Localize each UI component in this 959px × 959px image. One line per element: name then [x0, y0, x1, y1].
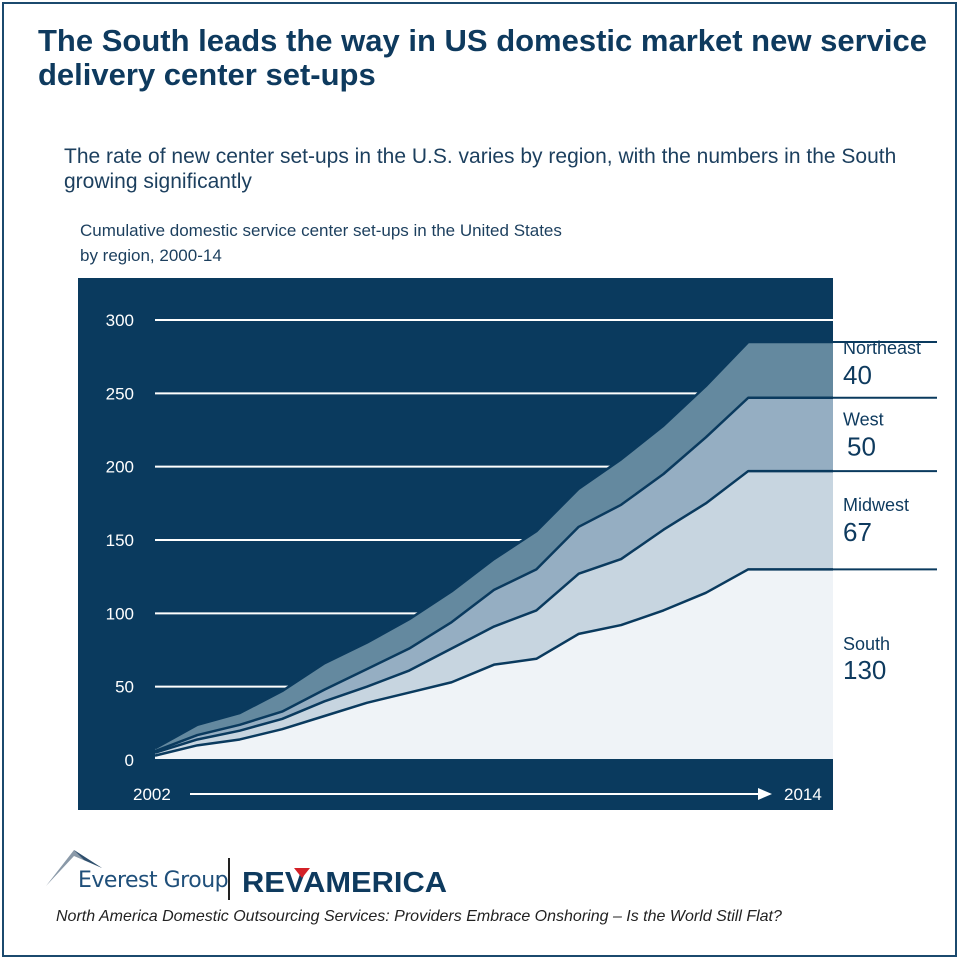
revamerica-logo: REVAMERICA	[242, 867, 447, 898]
y-tick-label-250: 250	[106, 384, 134, 403]
line-south	[154, 568, 833, 757]
time-arrow-head-icon	[758, 788, 772, 800]
revamerica-red-chevron-icon	[294, 868, 310, 878]
region-name-south: South	[843, 634, 890, 654]
x-start-label: 2002	[133, 785, 171, 804]
time-axis: 2002 2014	[133, 785, 822, 804]
region-value-midwest: 67	[843, 517, 872, 547]
x-end-label: 2014	[784, 785, 822, 804]
logo-bar: Everest Group REVAMERICA	[44, 848, 464, 900]
figure-subtitle: The rate of new center set-ups in the U.…	[64, 145, 897, 193]
everest-group-logo: Everest Group	[44, 848, 229, 900]
region-value-west: 50	[847, 432, 876, 462]
line-midwest	[154, 469, 833, 754]
y-tick-label-300: 300	[106, 311, 134, 330]
stacked-areas	[155, 342, 833, 760]
area-midwest	[155, 471, 833, 756]
region-name-northeast: Northeast	[843, 338, 921, 358]
area-west	[155, 397, 833, 753]
region-name-midwest: Midwest	[843, 495, 909, 515]
line-west	[154, 396, 833, 753]
region-value-south: 130	[843, 655, 886, 685]
y-tick-label-200: 200	[106, 458, 134, 477]
area-south	[155, 569, 833, 760]
line-northeast	[154, 340, 833, 750]
y-tick-label-150: 150	[106, 531, 134, 550]
region-name-west: West	[843, 410, 884, 430]
logo-divider	[228, 858, 230, 900]
region-value-northeast: 40	[843, 360, 872, 390]
source-note: North America Domestic Outsourcing Servi…	[56, 908, 782, 925]
revamerica-wordmark: REVAMERICA	[242, 867, 447, 898]
y-axis-ticks: 0 50 100 150 200 250 300	[106, 311, 134, 770]
y-tick-label-100: 100	[106, 604, 134, 623]
series-lines	[154, 340, 937, 761]
figure-title: The South leads the way in US domestic m…	[38, 23, 927, 92]
y-tick-label-0: 0	[125, 751, 134, 770]
everest-group-wordmark: Everest Group	[78, 868, 229, 893]
area-northeast	[155, 342, 833, 752]
chart-caption: Cumulative domestic service center set-u…	[80, 221, 562, 265]
y-tick-label-50: 50	[115, 678, 134, 697]
mountain-icon	[46, 850, 102, 886]
